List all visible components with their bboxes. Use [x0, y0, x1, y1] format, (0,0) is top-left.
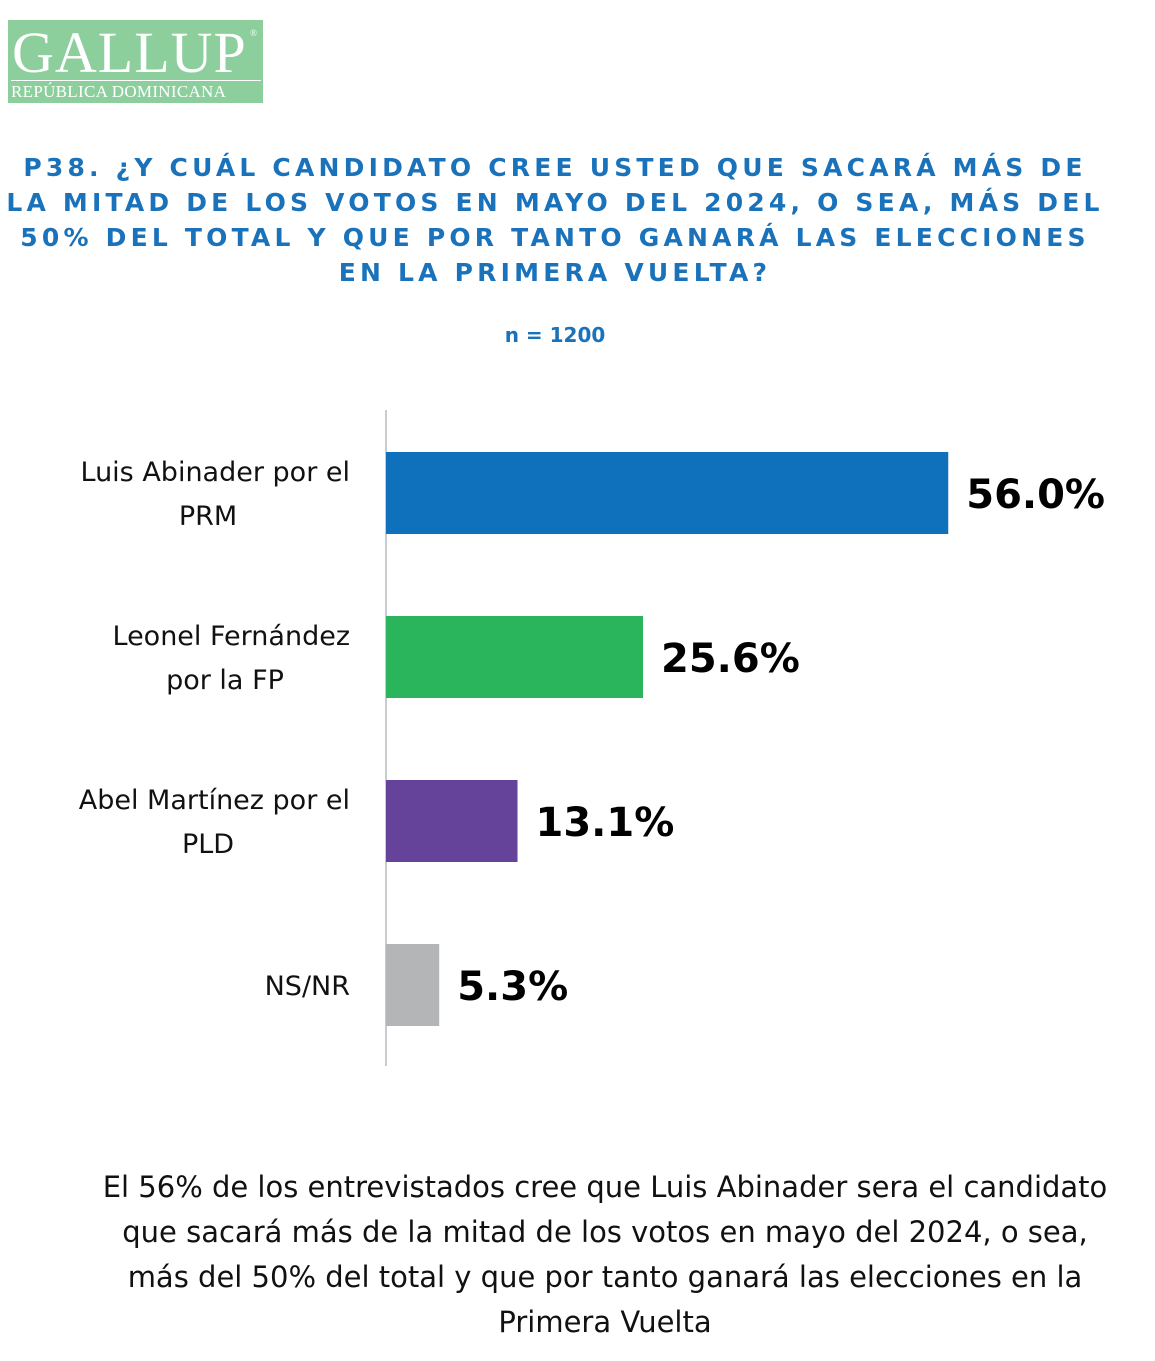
category-label: PLD: [182, 829, 234, 860]
bar: [386, 616, 644, 698]
bar-chart: 56.0% Luis Abinader por el PRM 25.6% Leonel …: [79, 410, 1105, 1066]
data-label: 5.3%: [457, 964, 568, 1010]
data-label: 56.0%: [966, 472, 1105, 518]
data-label: 13.1%: [536, 800, 675, 846]
gallup-logo: GALLUP ® REPÚBLICA DOMINICANA: [8, 20, 263, 103]
category-label: Abel Martínez por el: [79, 785, 350, 816]
category-label: Luis Abinader por el: [81, 457, 351, 488]
chart-title: P38. ¿Y CUÁL CANDIDATO CREE USTED QUE SA…: [6, 153, 1104, 287]
category-label: por la FP: [166, 665, 284, 696]
bar: [386, 452, 949, 534]
data-label: 25.6%: [661, 636, 800, 682]
sample-size: n = 1200: [504, 323, 606, 347]
category-label: PRM: [179, 501, 237, 532]
bar: [386, 780, 518, 862]
chart-note: El 56% de los entrevistados cree que Lui…: [102, 1170, 1108, 1339]
bar: [386, 944, 440, 1026]
category-label: Leonel Fernández: [113, 621, 351, 652]
category-label: NS/NR: [265, 971, 350, 1002]
